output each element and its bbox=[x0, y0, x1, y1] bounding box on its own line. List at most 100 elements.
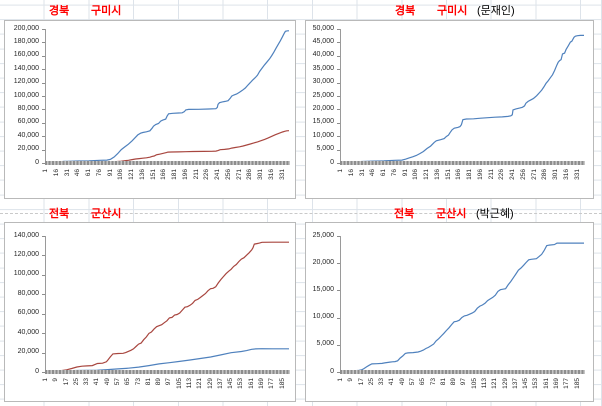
y-tick-label: 40,000 bbox=[17, 328, 39, 336]
line-series-svg bbox=[340, 242, 584, 372]
x-tick-label: 25 bbox=[72, 378, 80, 386]
x-tick-label: 16 bbox=[52, 169, 60, 177]
y-tick-label: 140,000 bbox=[13, 231, 39, 239]
x-tick-label: 91 bbox=[401, 169, 409, 177]
y-tick-label: 60,000 bbox=[17, 118, 39, 126]
x-tick-label: 105 bbox=[175, 378, 183, 389]
x-tick-label: 41 bbox=[93, 378, 101, 386]
x-tick-label: 97 bbox=[165, 378, 173, 386]
y-tick-label: 25,000 bbox=[312, 231, 334, 239]
candidate-label: (문재인) bbox=[477, 5, 515, 17]
x-tick-label: 177 bbox=[268, 378, 276, 389]
x-tick-label: 271 bbox=[530, 169, 538, 180]
x-tick-label: 89 bbox=[155, 378, 163, 386]
x-tick-label: 226 bbox=[498, 169, 506, 180]
x-tick-label: 16 bbox=[347, 169, 355, 177]
cell-title-gunsan-combined[interactable]: 전북 군산시 bbox=[49, 205, 131, 221]
x-tick-label: 1 bbox=[337, 169, 344, 173]
y-tick-label: 140,000 bbox=[13, 64, 39, 72]
x-tick-label: 9 bbox=[52, 378, 60, 382]
x-tick-label: 49 bbox=[398, 378, 406, 386]
x-tick-label: 31 bbox=[63, 169, 71, 177]
y-tick-label: 40,000 bbox=[312, 51, 334, 59]
y-tick-label: 100,000 bbox=[13, 91, 39, 99]
x-tick-label: 185 bbox=[573, 378, 581, 389]
x-tick-label: 76 bbox=[95, 169, 103, 177]
x-tick-label: 1 bbox=[42, 378, 49, 382]
y-tick-label: 100,000 bbox=[13, 270, 39, 278]
x-tick-label: 256 bbox=[224, 169, 232, 180]
y-tick-label: 120,000 bbox=[13, 78, 39, 86]
x-tick-label: 65 bbox=[419, 378, 427, 386]
x-tick-label: 286 bbox=[246, 169, 254, 180]
x-tick-label: 49 bbox=[103, 378, 111, 386]
x-tick-label: 106 bbox=[117, 169, 125, 180]
y-tick-label: 20,000 bbox=[17, 348, 39, 356]
chart-gunsan-two-series[interactable]: 140,000 120,000 100,000 80,000 60,000 40,000 2… bbox=[4, 222, 296, 402]
x-tick-label: 196 bbox=[181, 169, 189, 180]
x-tick-label: 129 bbox=[501, 378, 509, 389]
x-tick-label: 121 bbox=[491, 378, 499, 389]
y-tick-label: 0 bbox=[330, 158, 334, 166]
x-tick-label: 89 bbox=[450, 378, 458, 386]
x-tick-label: 113 bbox=[186, 378, 193, 389]
chart-gumi-moon-series[interactable]: 50,000 45,000 40,000 35,000 30,000 25,000 20,0… bbox=[305, 20, 594, 199]
x-axis-tick-band bbox=[45, 161, 290, 165]
chart-gumi-two-series[interactable]: 200,000 180,000 160,000 140,000 120,000 100,0… bbox=[4, 20, 296, 199]
x-tick-label: 271 bbox=[235, 169, 243, 180]
y-tick-label: 20,000 bbox=[17, 145, 39, 153]
x-tick-label: 81 bbox=[439, 378, 447, 386]
y-tick-label: 5,000 bbox=[316, 145, 334, 153]
data-line-series-1-blue bbox=[340, 34, 584, 164]
x-tick-label: 145 bbox=[522, 378, 530, 389]
x-tick-label: 169 bbox=[553, 378, 560, 389]
x-tick-label: 136 bbox=[138, 169, 146, 180]
region-label: 경북 bbox=[395, 5, 416, 17]
x-tick-label: 316 bbox=[267, 169, 275, 180]
chart-gunsan-park-series[interactable]: 25,000 20,000 15,000 10,000 5,000 0 1 9 17 25 33 4… bbox=[305, 222, 594, 402]
x-tick-label: 91 bbox=[106, 169, 114, 177]
x-tick-label: 331 bbox=[278, 169, 286, 180]
plot-area bbox=[45, 29, 290, 165]
y-tick-label: 10,000 bbox=[312, 313, 334, 321]
x-tick-label: 181 bbox=[171, 169, 179, 180]
cell-title-gumi-combined[interactable]: 경북 구미시 bbox=[49, 2, 131, 18]
x-tick-label: 136 bbox=[433, 169, 441, 180]
x-axis-tick-band bbox=[340, 370, 585, 374]
x-tick-label: 151 bbox=[149, 169, 157, 180]
data-line-series-1-blue bbox=[340, 242, 584, 372]
cell-title-gunsan-park[interactable]: 전북 군산시 (박근혜) bbox=[394, 205, 514, 221]
x-tick-label: 61 bbox=[380, 169, 387, 177]
x-tick-label: 121 bbox=[196, 378, 204, 389]
x-tick-label: 113 bbox=[481, 378, 488, 389]
y-tick-label: 160,000 bbox=[13, 51, 39, 59]
line-series-svg bbox=[340, 34, 584, 164]
x-tick-label: 153 bbox=[532, 378, 540, 389]
x-tick-label: 17 bbox=[62, 378, 70, 386]
cell-title-gumi-moon[interactable]: 경북 구미시 (문재인) bbox=[395, 2, 515, 18]
x-tick-label: 256 bbox=[519, 169, 527, 180]
x-tick-label: 41 bbox=[388, 378, 396, 386]
line-series-svg bbox=[45, 30, 290, 164]
x-tick-label: 57 bbox=[409, 378, 416, 386]
x-tick-label: 151 bbox=[444, 169, 452, 180]
data-line-series-2-red bbox=[45, 241, 289, 372]
plot-area bbox=[340, 236, 585, 374]
x-tick-label: 241 bbox=[509, 169, 517, 180]
y-tick-label: 0 bbox=[330, 367, 334, 375]
data-line-series-1-blue bbox=[45, 30, 289, 164]
city-label: 군산시 bbox=[436, 208, 467, 220]
y-tick-label: 25,000 bbox=[312, 91, 334, 99]
y-tick-label: 0 bbox=[35, 367, 39, 375]
data-line-series-1-blue bbox=[45, 348, 289, 373]
x-tick-label: 286 bbox=[541, 169, 549, 180]
x-tick-label: 25 bbox=[367, 378, 375, 386]
y-tick-label: 20,000 bbox=[312, 258, 334, 266]
x-tick-label: 137 bbox=[216, 378, 224, 389]
x-tick-label: 241 bbox=[214, 169, 222, 180]
x-tick-label: 185 bbox=[278, 378, 286, 389]
page-break-line bbox=[0, 213, 602, 214]
y-tick-label: 80,000 bbox=[17, 104, 39, 112]
region-label: 전북 bbox=[49, 208, 70, 220]
